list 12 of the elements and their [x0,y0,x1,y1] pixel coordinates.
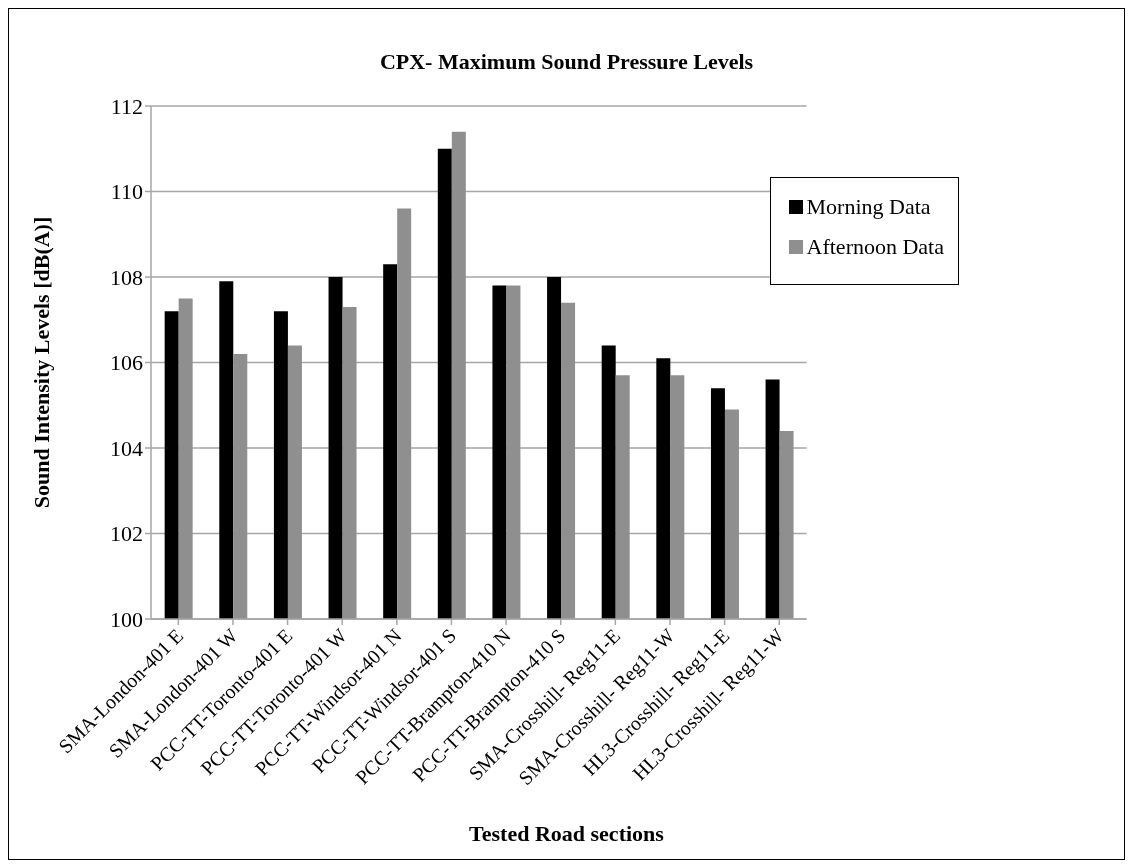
y-tick-label: 112 [110,93,143,119]
legend-label: Afternoon Data [806,234,944,260]
y-tick-label: 108 [110,264,143,290]
chart-title: CPX- Maximum Sound Pressure Levels [378,49,755,75]
y-axis-title: Sound Intensity Levels [dB(A)] [28,216,54,509]
y-tick-label: 102 [110,521,143,547]
y-tick-label: 104 [110,435,143,461]
x-axis-title: Tested Road sections [468,821,665,847]
y-tick-label: 100 [110,606,143,632]
y-tick-label: 106 [110,350,143,376]
y-tick-label: 110 [110,179,143,205]
legend-label: Morning Data [806,194,931,220]
